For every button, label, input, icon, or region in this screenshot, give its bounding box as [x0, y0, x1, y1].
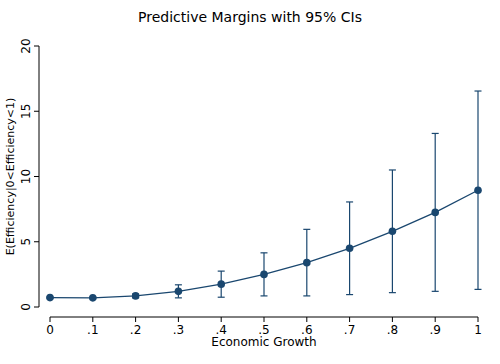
- x-tick: [392, 317, 393, 322]
- y-tick-label: 20: [19, 38, 33, 53]
- error-bar-cap: [389, 169, 396, 170]
- error-bar: [218, 271, 225, 297]
- x-tick-label: 0: [46, 323, 54, 337]
- x-tick-label: .1: [87, 323, 98, 337]
- error-bar-cap: [389, 292, 396, 293]
- error-bar-cap: [261, 295, 268, 296]
- y-tick-label: 0: [19, 303, 33, 311]
- x-tick: [306, 317, 307, 322]
- error-bar-cap: [175, 284, 182, 285]
- x-tick-label: .9: [429, 323, 440, 337]
- error-bar: [175, 285, 182, 298]
- error-bar-cap: [218, 297, 225, 298]
- y-tick: [34, 111, 39, 112]
- error-bar-cap: [175, 297, 182, 298]
- y-axis-label: E(Efficiency|0<Efficiency<1): [4, 98, 17, 256]
- error-bar-cap: [475, 90, 482, 91]
- error-bar-cap: [303, 295, 310, 296]
- x-tick: [349, 317, 350, 322]
- error-bar-cap: [346, 201, 353, 202]
- y-tick: [34, 241, 39, 242]
- marker: [474, 186, 482, 194]
- background: [0, 0, 500, 364]
- marker: [431, 209, 439, 217]
- x-tick-label: .7: [344, 323, 355, 337]
- error-bar-cap: [432, 291, 439, 292]
- x-tick: [221, 317, 222, 322]
- y-tick: [34, 307, 39, 308]
- x-tick-label: .3: [173, 323, 184, 337]
- x-tick-label: .2: [130, 323, 141, 337]
- line: [50, 190, 478, 298]
- x-tick: [264, 317, 265, 322]
- marker: [89, 294, 97, 302]
- error-bar-cap: [346, 294, 353, 295]
- title: Predictive Margins with 95% CIs: [138, 9, 362, 25]
- error-bar-cap: [432, 133, 439, 134]
- x-axis-label: Economic Growth: [211, 335, 316, 349]
- error-bar: [432, 133, 439, 291]
- error-bar: [389, 170, 396, 293]
- error-bar-cap: [218, 271, 225, 272]
- error-bar-cap: [261, 252, 268, 253]
- plot-area: [46, 91, 482, 302]
- y-tick-label: 5: [19, 238, 33, 246]
- x-tick: [435, 317, 436, 322]
- y-tick-label: 15: [19, 104, 33, 119]
- error-bar-cap: [303, 229, 310, 230]
- x-tick: [50, 317, 51, 322]
- chart: Predictive Margins with 95% CIs05101520E…: [0, 0, 500, 364]
- marker: [46, 294, 54, 302]
- marker: [217, 280, 225, 288]
- x-tick: [478, 317, 479, 322]
- error-bar: [303, 229, 310, 296]
- y-tick: [34, 46, 39, 47]
- marker: [303, 259, 311, 267]
- x-tick-label: .8: [387, 323, 398, 337]
- error-bar-cap: [475, 289, 482, 290]
- x-tick: [178, 317, 179, 322]
- error-bar: [261, 253, 268, 296]
- marker: [175, 288, 183, 296]
- y-tick: [34, 176, 39, 177]
- error-bar: [346, 202, 353, 295]
- marker: [346, 244, 354, 252]
- marker: [260, 271, 268, 279]
- error-bar: [475, 91, 482, 289]
- x-tick: [135, 317, 136, 322]
- x-tick-label: 1: [474, 323, 482, 337]
- y-tick-label: 10: [19, 169, 33, 184]
- x-tick: [92, 317, 93, 322]
- marker: [132, 292, 140, 300]
- marker: [389, 228, 397, 236]
